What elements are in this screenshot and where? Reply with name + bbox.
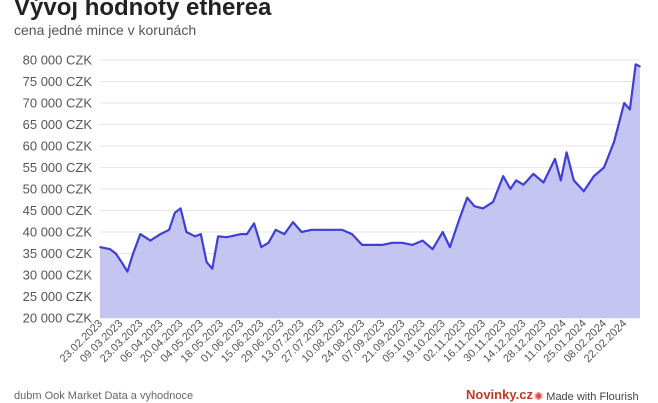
brand-logo: Novinky.cz	[466, 387, 533, 402]
y-tick-label: 40 000 CZK	[23, 225, 93, 240]
data-point	[522, 183, 525, 186]
y-tick-label: 65 000 CZK	[23, 117, 93, 132]
price-area	[100, 64, 640, 318]
data-point	[482, 207, 484, 210]
data-point	[115, 252, 117, 255]
data-point	[174, 211, 176, 214]
data-point	[205, 261, 208, 263]
y-tick-label: 45 000 CZK	[23, 203, 93, 218]
data-point	[240, 233, 242, 235]
data-point	[126, 270, 129, 273]
data-point	[120, 261, 123, 263]
data-point	[139, 233, 142, 235]
data-point	[246, 233, 248, 235]
data-point	[449, 246, 451, 248]
data-point	[565, 151, 568, 154]
data-point	[149, 239, 152, 242]
y-tick-label: 55 000 CZK	[23, 160, 93, 175]
data-point	[542, 181, 545, 184]
data-point	[401, 242, 404, 244]
data-point	[185, 231, 188, 233]
y-tick-label: 75 000 CZK	[23, 74, 93, 89]
x-axis: 23.02.202309.03.202323.03.202306.04.2023…	[58, 318, 630, 365]
data-point	[200, 233, 202, 235]
data-point	[509, 188, 512, 190]
data-point	[267, 242, 270, 244]
data-point	[109, 248, 111, 250]
data-point	[466, 196, 469, 199]
data-point	[603, 166, 605, 169]
data-point	[623, 102, 625, 104]
data-point	[381, 244, 384, 246]
flourish-star-icon: ✺	[534, 391, 544, 403]
data-point	[225, 236, 228, 238]
source-note: dubm Ook Market Data a vyhodnoce	[14, 390, 194, 402]
data-point	[260, 246, 263, 248]
data-point	[634, 63, 637, 66]
data-layer	[99, 63, 641, 318]
data-point	[639, 65, 641, 68]
price-line	[99, 63, 641, 273]
data-point	[431, 248, 434, 250]
chart-title: Vývoj hodnoty etherea	[14, 0, 272, 21]
data-point	[159, 233, 162, 235]
made-with-flourish[interactable]: ✺ Made with Flourish	[534, 390, 639, 403]
data-point	[613, 140, 615, 143]
chart-subtitle: cena jedné mince v korunách	[14, 22, 197, 38]
data-point	[441, 231, 444, 233]
data-point	[217, 235, 219, 238]
data-point	[560, 179, 562, 182]
y-axis: 80 000 CZK 75 000 CZK 70 000 CZK 65 000 CZK…	[23, 53, 93, 326]
data-point	[274, 229, 277, 231]
data-point	[321, 229, 323, 231]
data-point	[554, 158, 556, 160]
y-tick-label: 50 000 CZK	[23, 182, 93, 197]
data-point	[211, 267, 214, 270]
data-point	[194, 235, 196, 238]
data-point	[371, 244, 374, 246]
data-point	[331, 229, 333, 231]
data-point	[341, 229, 343, 231]
data-point	[593, 175, 595, 177]
data-point	[132, 252, 134, 255]
data-point	[99, 246, 101, 248]
y-tick-label: 60 000 CZK	[23, 139, 93, 154]
y-tick-label: 80 000 CZK	[23, 53, 93, 68]
data-point	[473, 205, 476, 207]
y-tick-label: 35 000 CZK	[23, 246, 93, 261]
made-with-label: Made with Flourish	[546, 391, 639, 403]
data-point	[253, 222, 255, 225]
data-point	[300, 231, 303, 233]
data-point	[411, 244, 414, 246]
data-point	[179, 207, 182, 210]
data-point	[573, 179, 575, 182]
data-point	[361, 244, 363, 246]
data-point	[283, 233, 286, 235]
data-point	[532, 173, 535, 175]
data-point	[310, 229, 313, 231]
data-point	[583, 190, 585, 192]
y-tick-label: 25 000 CZK	[23, 289, 93, 304]
data-point	[629, 108, 631, 111]
y-tick-label: 20 000 CZK	[23, 311, 93, 326]
data-point	[421, 239, 424, 242]
data-point	[168, 229, 170, 231]
data-point	[457, 220, 460, 223]
data-point	[351, 233, 353, 235]
data-point	[492, 201, 494, 203]
data-point	[502, 175, 505, 177]
data-point	[292, 221, 294, 223]
data-point	[515, 179, 517, 182]
y-tick-label: 30 000 CZK	[23, 268, 93, 283]
data-point	[391, 242, 394, 244]
y-tick-label: 70 000 CZK	[23, 96, 93, 111]
